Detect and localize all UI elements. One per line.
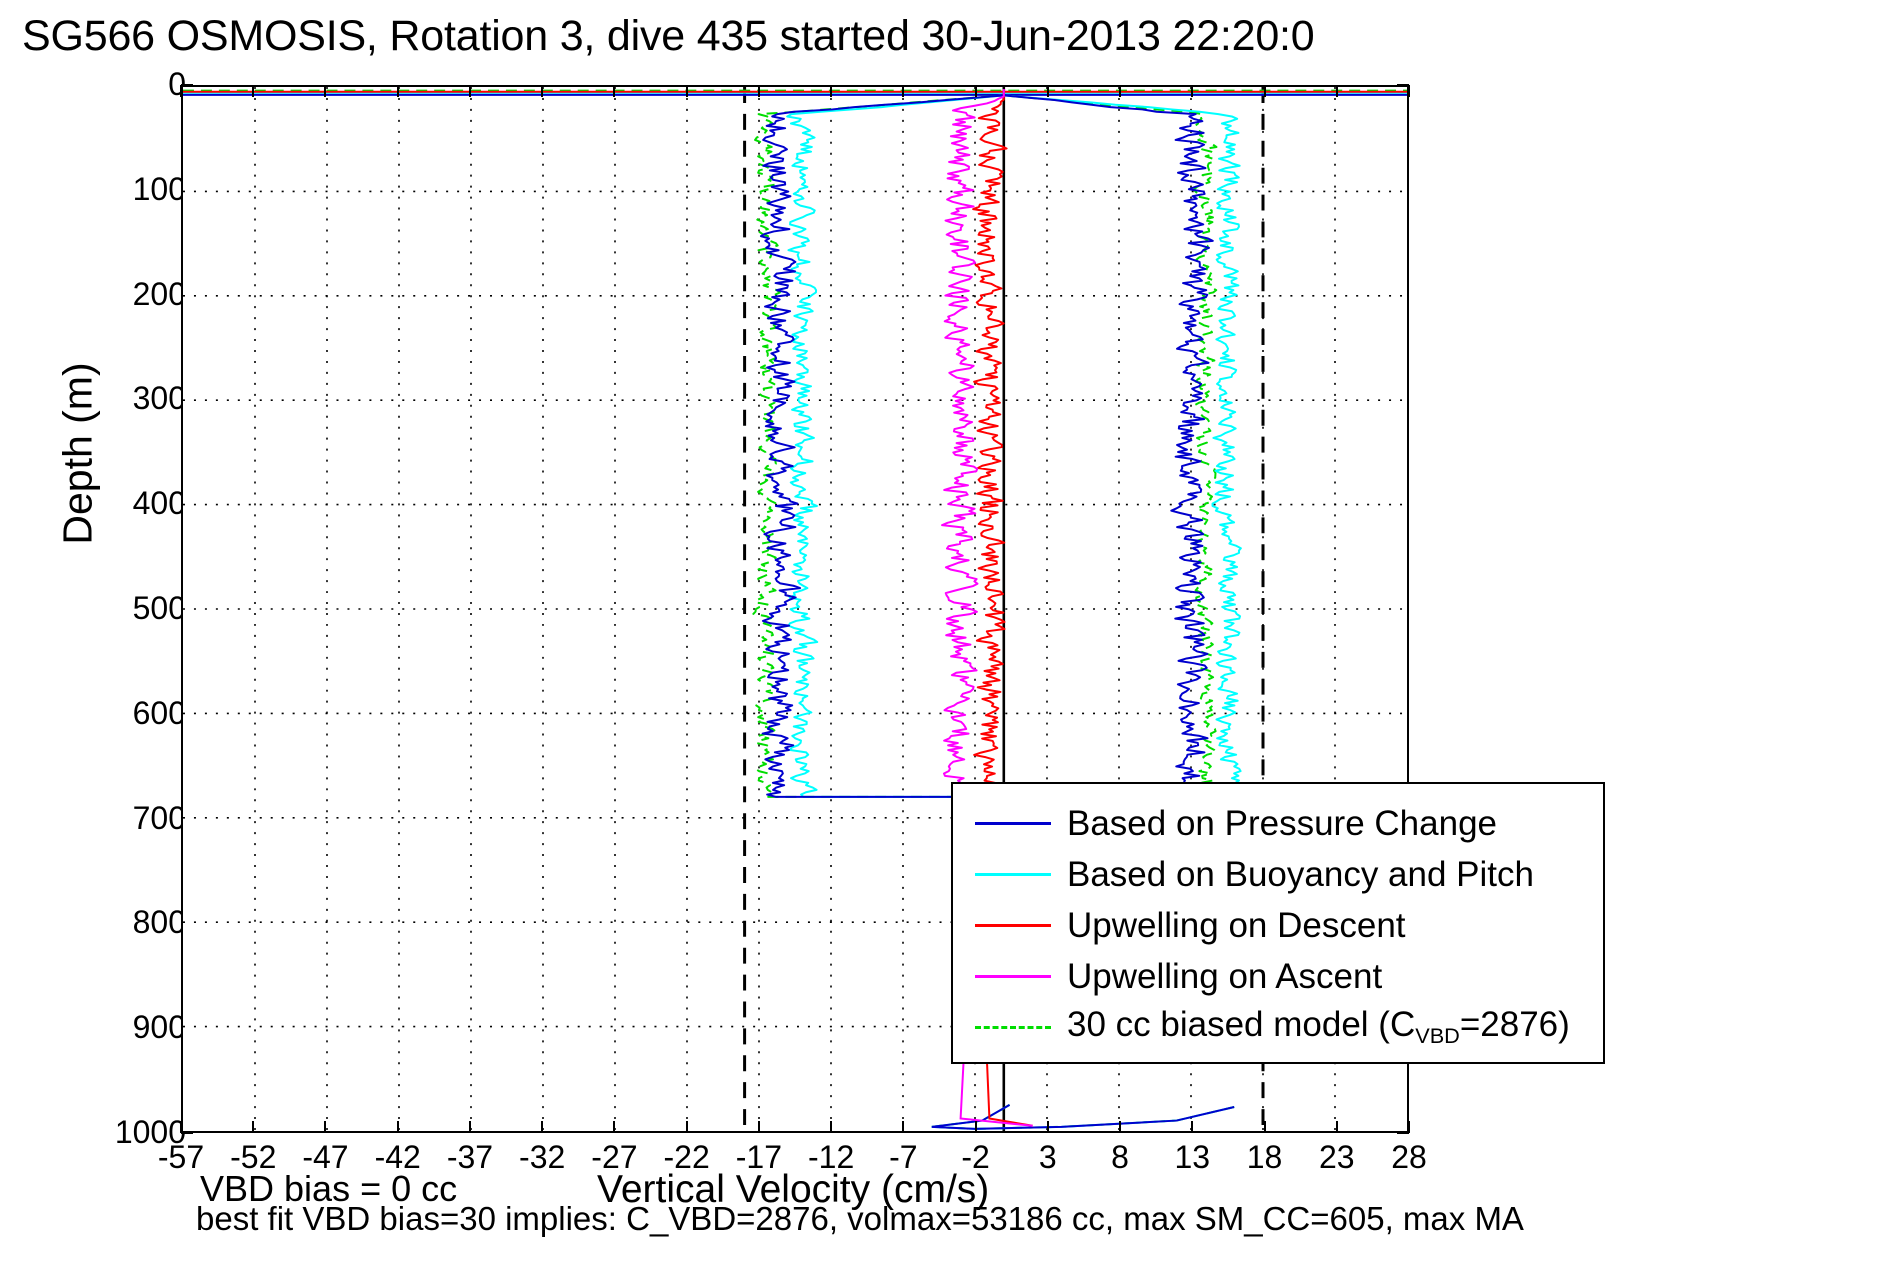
x-tick-mark [830,1121,833,1133]
x-tick-label: -52 [230,1139,277,1175]
x-tick-mark [1263,85,1266,97]
x-tick-mark [1335,85,1338,97]
y-tick-label: 600 [132,694,186,731]
x-tick-mark [324,85,327,97]
legend-label-2: Upwelling on Descent [1067,905,1406,945]
x-tick-mark [830,85,833,97]
x-tick-label: -27 [591,1139,638,1175]
y-tick-label: 300 [132,380,186,417]
x-tick-label: -12 [807,1139,855,1175]
x-tick-mark [180,85,182,97]
x-tick-mark [685,1121,688,1133]
y-tick-label: 1000 [114,1114,186,1150]
legend-item-3[interactable]: Upwelling on Ascent [953,951,1603,1001]
x-tick-mark [974,1121,977,1133]
x-tick-mark [396,1121,399,1133]
legend-swatch-0 [975,821,1051,825]
x-tick-mark [468,1121,471,1133]
legend-swatch-3 [975,974,1051,978]
legend-swatch-1 [975,872,1051,876]
x-tick-mark [1191,1121,1194,1133]
y-tick-label: 900 [132,1009,186,1046]
vbd-bias-annotation: VBD bias = 0 cc [200,1168,458,1209]
x-tick-label: -37 [446,1139,494,1175]
legend-label-3: Upwelling on Ascent [1067,956,1383,996]
x-tick-label: -47 [302,1139,349,1175]
x-tick-mark [1335,1121,1338,1133]
x-tick-mark [902,85,905,97]
chart-legend[interactable]: Based on Pressure Change Based on Buoyanc… [951,782,1605,1064]
x-tick-label: -32 [519,1139,566,1175]
legend-item-4[interactable]: 30 cc biased model (CVBD=2876) [953,1002,1603,1052]
y-tick-label: 800 [132,904,186,941]
page-title: SG566 OSMOSIS, Rotation 3, dive 435 star… [22,12,1315,60]
x-tick-label: -17 [735,1139,782,1175]
x-tick-label: 18 [1246,1139,1283,1175]
legend-label-4: 30 cc biased model (CVBD=2876) [1067,1005,1570,1049]
y-tick-label: 400 [132,485,186,522]
x-tick-mark [1046,1121,1049,1133]
x-tick-mark [180,1121,182,1133]
x-tick-label: -7 [889,1139,918,1175]
y-tick-label: 700 [132,799,186,836]
x-tick-mark [757,1121,760,1133]
x-tick-label: -2 [961,1139,990,1175]
y-tick-mark [1397,1132,1409,1134]
x-tick-mark [685,85,688,97]
x-tick-mark [396,85,399,97]
x-tick-label: 23 [1318,1139,1355,1175]
x-tick-mark [252,1121,255,1133]
series-line-based-on-pressure-change [759,89,1214,798]
series-line-based-on-buoyancy-and-pitch [786,89,1242,798]
best-fit-annotation: best fit VBD bias=30 implies: C_VBD=2876… [196,1200,1524,1237]
x-tick-mark [541,1121,544,1133]
x-tick-mark [1119,85,1122,97]
y-tick-label: 0 [168,66,186,102]
bottom-sweep-0000cd [931,1104,1235,1130]
x-tick-mark [1191,85,1194,97]
series-line-upwelling-on-descent [972,89,1008,798]
y-tick-mark [181,1132,193,1134]
x-tick-label: 8 [1111,1139,1129,1175]
x-tick-label: 13 [1174,1139,1211,1175]
x-tick-mark [468,85,471,97]
x-tick-mark [613,85,616,97]
x-tick-mark [541,85,544,97]
y-axis-label: Depth (m) [54,362,101,545]
legend-item-2[interactable]: Upwelling on Descent [953,900,1603,950]
x-tick-mark [1263,1121,1266,1133]
x-tick-mark [902,1121,905,1133]
legend-swatch-4 [975,1025,1051,1029]
y-tick-label: 200 [132,275,186,312]
x-tick-mark [1046,85,1049,97]
x-tick-mark [1119,1121,1122,1133]
x-tick-mark [324,1121,327,1133]
series-line-30-cc-biased-model-c-vbd-2876- [752,89,1218,798]
x-tick-label: 3 [1038,1139,1057,1175]
x-tick-label: 28 [1391,1139,1427,1175]
x-axis-label: Vertical Velocity (cm/s) [597,1168,990,1211]
y-tick-label: 500 [132,590,186,626]
legend-item-1[interactable]: Based on Buoyancy and Pitch [953,849,1603,899]
x-tick-mark [974,85,977,97]
legend-item-0[interactable]: Based on Pressure Change [953,798,1603,848]
legend-swatch-2 [975,923,1051,927]
legend-label-0: Based on Pressure Change [1067,803,1497,843]
x-tick-mark [1408,1121,1410,1133]
y-tick-label: 100 [132,170,186,207]
legend-label-1: Based on Buoyancy and Pitch [1067,854,1534,894]
x-tick-mark [613,1121,616,1133]
x-tick-mark [1408,85,1410,97]
x-tick-label: -57 [157,1139,205,1175]
x-tick-mark [757,85,760,97]
series-line-upwelling-on-ascent [941,89,1005,798]
x-tick-label: -22 [663,1139,710,1175]
legend-subscript-4: VBD [1415,1023,1460,1049]
x-tick-label: -42 [374,1139,421,1175]
x-tick-mark [252,85,255,97]
